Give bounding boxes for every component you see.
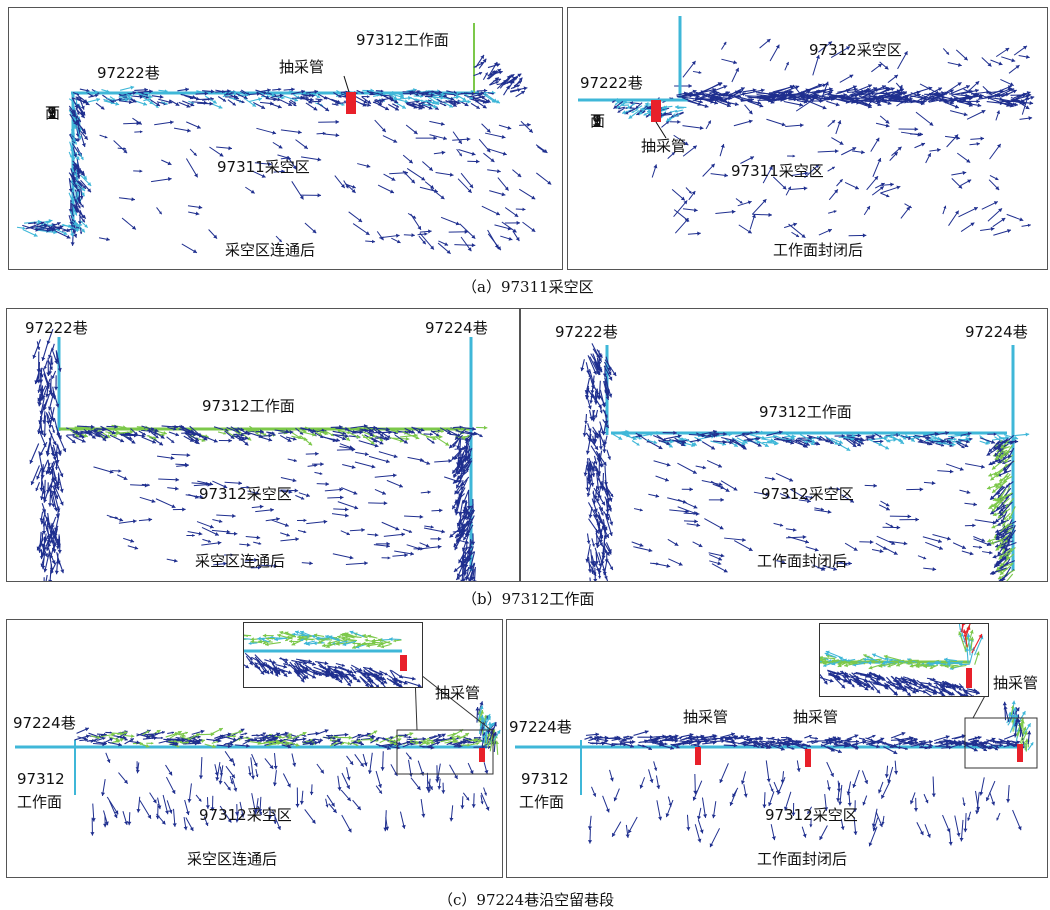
face-label-1: 97312 <box>17 772 65 787</box>
roadway-label: 97224巷 <box>13 716 76 731</box>
zoom-inset <box>243 622 423 688</box>
face-label-2: 工作面 <box>519 795 564 810</box>
face-label-2: 工作面 <box>17 795 62 810</box>
roadway-left-label: 97222巷 <box>25 321 88 336</box>
state-label: 采空区连通后 <box>195 554 285 569</box>
goaf-top-label: 97312采空区 <box>809 43 902 58</box>
vector-field-b-right <box>521 309 1047 581</box>
pipe-marker <box>651 100 661 122</box>
pipe-label-2: 抽采管 <box>793 710 838 725</box>
zoom-box <box>397 730 493 774</box>
pipe-label: 抽采管 <box>279 60 324 75</box>
goaf-label: 97312采空区 <box>761 487 854 502</box>
vector-field-a-left <box>9 8 562 269</box>
state-label: 工作面封闭后 <box>757 852 847 867</box>
state-label: 工作面封闭后 <box>757 554 847 569</box>
roadway-label: 97222巷 <box>97 66 160 81</box>
goaf-label: 97312采空区 <box>199 487 292 502</box>
zoom-inset <box>819 623 989 697</box>
pipe-label-3: 抽采管 <box>993 676 1038 691</box>
roadway-label: 97224巷 <box>509 720 572 735</box>
vector-field-a-right <box>568 8 1047 269</box>
caption-c: （c）97224巷沿空留巷段 <box>438 889 614 910</box>
caption-a: （a）97311采空区 <box>462 276 594 297</box>
state-label: 采空区连通后 <box>225 243 315 258</box>
face-label: 97312工作面 <box>759 405 852 420</box>
face-label: 97312工作面 <box>356 33 449 48</box>
pipe-label-1: 抽采管 <box>683 710 728 725</box>
goaf-label: 97311采空区 <box>217 160 310 175</box>
vector-field-b-left <box>7 309 519 581</box>
roadway-right-label: 97224巷 <box>965 325 1028 340</box>
panel-a-right: 97222巷 97312采空区 抽采管 97311采空区 9 7 3 1 1 面… <box>567 7 1048 270</box>
panel-b-right: 97222巷 97224巷 97312工作面 97312采空区 工作面封闭后 <box>520 308 1048 582</box>
pipe-label: 抽采管 <box>435 686 480 701</box>
panel-b-left: 97222巷 97224巷 97312工作面 97312采空区 采空区连通后 <box>6 308 520 582</box>
caption-b: （b）97312工作面 <box>462 588 594 609</box>
pipe-marker <box>479 748 485 762</box>
roadway-label: 97222巷 <box>580 76 643 91</box>
pipe-marker-3 <box>1017 744 1023 762</box>
panel-c-left: 抽采管 97224巷 97312 工作面 97312采空区 采空区连通后 <box>6 619 503 878</box>
face-label: 97312工作面 <box>202 399 295 414</box>
pipe-marker <box>346 92 356 114</box>
state-label: 工作面封闭后 <box>773 243 863 258</box>
goaf-label: 97311采空区 <box>731 164 824 179</box>
face-label-1: 97312 <box>521 772 569 787</box>
pipe-marker-2 <box>805 749 811 767</box>
panel-a-left: 97222巷 97312工作面 抽采管 97311采空区 9 7 3 1 1 面… <box>8 7 563 270</box>
goaf-label: 97312采空区 <box>199 808 292 823</box>
roadway-left-label: 97222巷 <box>555 325 618 340</box>
roadway-right-label: 97224巷 <box>425 321 488 336</box>
panel-c-right: 抽采管 抽采管 抽采管 97224巷 97312 工作面 97312采空区 工作… <box>506 619 1048 878</box>
pipe-marker-1 <box>695 747 701 765</box>
goaf-label: 97312采空区 <box>765 808 858 823</box>
state-label: 采空区连通后 <box>187 852 277 867</box>
pipe-label: 抽采管 <box>641 139 686 154</box>
